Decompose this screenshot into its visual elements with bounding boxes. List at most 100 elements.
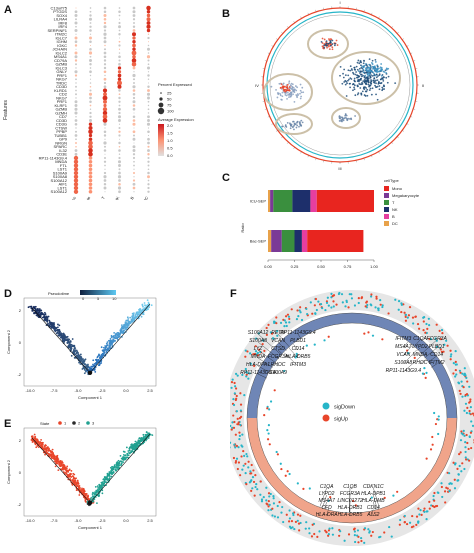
size-legend-label: 25: [167, 90, 172, 95]
plot-frame: [23, 297, 157, 387]
gene-point: [406, 316, 409, 319]
gene-point: [298, 529, 301, 532]
gene-point: [468, 412, 471, 415]
gene-point: [284, 321, 288, 324]
gene-label: NKG7: [56, 95, 68, 100]
cell-point: [357, 92, 360, 95]
gene-point: [465, 411, 468, 415]
ring-tick: [281, 136, 283, 138]
cell-point: [53, 329, 56, 332]
cell-point: [103, 481, 106, 483]
gene-point: [230, 441, 232, 444]
gene-point: [417, 520, 420, 523]
dot: [102, 88, 108, 93]
gene-point: [434, 422, 438, 426]
cell-point: [270, 85, 273, 88]
size-legend-dot: [160, 92, 162, 94]
gene-point: [288, 509, 291, 512]
gene-point: [433, 491, 436, 495]
dot: [118, 100, 121, 103]
cell-point: [356, 76, 359, 79]
color-legend-label: 2.0: [167, 123, 173, 128]
dot: [73, 189, 79, 194]
cell-point: [35, 446, 38, 449]
gene-point: [353, 304, 357, 307]
dot: [88, 174, 93, 179]
cell-point: [370, 61, 373, 64]
gene-point: [238, 434, 241, 437]
cell-point: [34, 443, 37, 446]
gene-point: [261, 342, 264, 346]
gene-point: [247, 466, 250, 469]
cell-point: [81, 368, 84, 370]
gene-point: [239, 403, 243, 406]
cell-point: [340, 119, 343, 122]
cell-point: [92, 491, 94, 494]
gene-point: [281, 505, 284, 509]
dot: [74, 10, 78, 14]
cell-point: [367, 81, 370, 84]
cell-point: [90, 365, 93, 368]
cell-point: [335, 39, 338, 42]
cell-point: [376, 98, 379, 101]
leader-line: [277, 357, 280, 359]
cell-point: [48, 324, 51, 327]
cell-point: [374, 84, 376, 87]
dot: [132, 100, 136, 104]
gene-point: [254, 345, 257, 348]
gene-label: S100A12: [248, 330, 269, 336]
cell-point: [40, 309, 43, 312]
size-legend-label: 100: [167, 108, 174, 113]
cell-point: [115, 333, 118, 336]
cell-point: [289, 84, 292, 87]
cell-point: [62, 332, 65, 335]
gene-point: [245, 375, 248, 378]
dot: [147, 119, 150, 122]
cell-point: [50, 455, 53, 458]
cell-point: [29, 305, 31, 308]
cell-point: [368, 89, 371, 92]
dot: [89, 82, 92, 84]
gene-point: [454, 363, 457, 366]
cell-point: [127, 450, 130, 452]
gene-label: CDKN1C: [363, 484, 384, 490]
gene-point: [388, 525, 391, 529]
cell-point: [380, 63, 383, 65]
dot: [103, 183, 107, 186]
cell-point: [331, 48, 334, 51]
cell-point: [82, 359, 85, 362]
gene-label: LYZ: [254, 346, 264, 352]
dot: [131, 32, 137, 37]
gene-point: [440, 350, 444, 353]
gene-point: [338, 534, 341, 537]
gene-point: [239, 423, 242, 427]
cell-point: [134, 316, 136, 319]
gene-label: S100A8: [249, 338, 267, 344]
cell-point: [346, 79, 349, 82]
gene-point: [249, 470, 252, 473]
gene-label: JCHAIN: [53, 47, 68, 52]
gene-point: [324, 529, 327, 532]
cell-point: [142, 313, 145, 316]
dot: [133, 191, 135, 193]
dot: [103, 141, 107, 145]
color-legend-label: 1.0: [167, 138, 173, 143]
cell-point: [302, 91, 305, 94]
cell-point: [84, 363, 87, 366]
cell-point: [48, 319, 51, 322]
gene-point: [236, 417, 239, 420]
x-tick-label: -2.5: [99, 518, 107, 523]
dot: [118, 153, 121, 155]
outer-ring-cyan: [266, 11, 414, 159]
gene-point: [464, 450, 467, 454]
gene-point: [397, 300, 401, 303]
dot: [73, 155, 79, 161]
cell-point: [88, 366, 91, 369]
gene-point: [266, 429, 269, 432]
dot: [88, 118, 93, 123]
gene-point: [250, 463, 253, 467]
gene-point: [291, 512, 295, 515]
dot: [133, 160, 135, 163]
cell-point: [105, 476, 108, 479]
gene-point: [468, 459, 471, 462]
